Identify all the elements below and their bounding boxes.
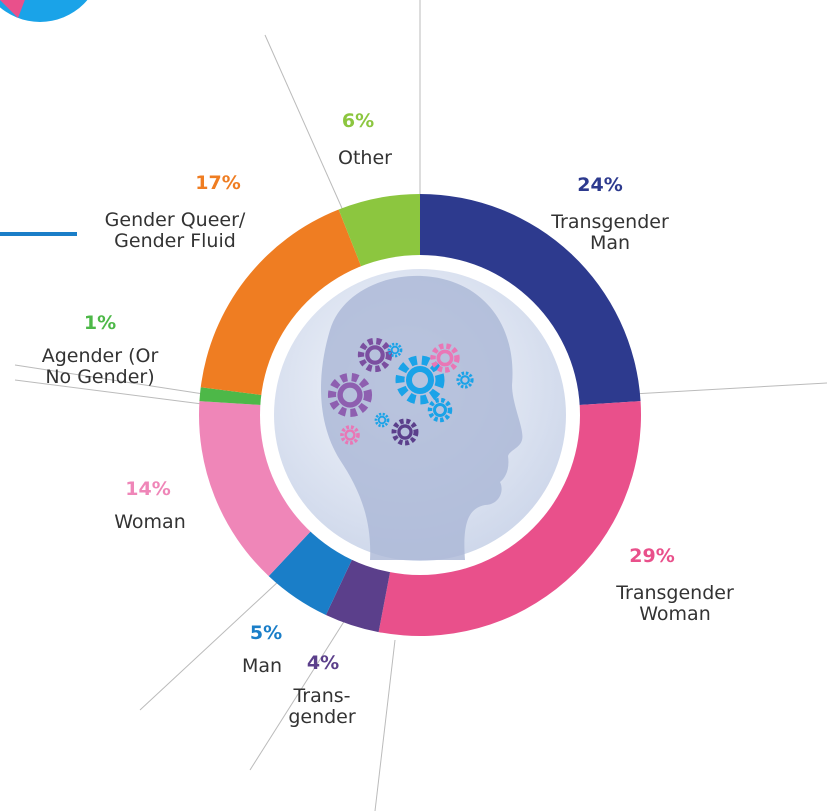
gear-hub [390,345,400,355]
decor-wedge [0,0,25,18]
gear [357,337,393,373]
value-label: 4% [306,652,340,674]
value-label: 5% [249,622,283,644]
category-label: Agender (Or No Gender) [41,345,159,388]
category-label: Other [338,147,392,169]
gear [395,355,445,405]
gear-hub [397,424,413,440]
value-label: 6% [341,110,375,132]
donut-segment [268,530,353,615]
gear [427,397,453,423]
category-label: Transgender Woman [616,582,734,625]
donut-segment [199,401,312,577]
donut-segment [338,194,420,269]
gear-hub [406,366,434,394]
gear-hub [344,429,356,441]
category-label: Man [241,655,283,677]
donut-segment [200,209,362,396]
category-label: Transgender Man [551,211,669,254]
gear [387,342,403,358]
value-label: 17% [195,172,241,194]
gear [374,412,390,428]
gear [340,425,360,445]
value-label: 24% [577,174,623,196]
category-label: Gender Queer/ Gender Fluid [104,209,246,252]
gear [456,371,474,389]
gear-hub [337,382,363,408]
gear-hub [433,403,447,417]
gear [430,343,460,373]
gear [391,418,419,446]
category-label: Trans- gender [288,685,356,728]
donut-segment [325,557,391,633]
donut-segment [378,401,641,636]
value-label: 14% [125,478,171,500]
value-label: 1% [83,312,117,334]
category-label: Woman [114,511,186,533]
gear [327,372,373,418]
decor-line [0,232,77,236]
gear-hub [460,375,470,385]
value-label: 29% [629,545,675,567]
gear-hub [377,415,387,425]
gear-hub [365,345,385,365]
gear-hub [436,349,454,367]
donut-segment [199,387,264,406]
